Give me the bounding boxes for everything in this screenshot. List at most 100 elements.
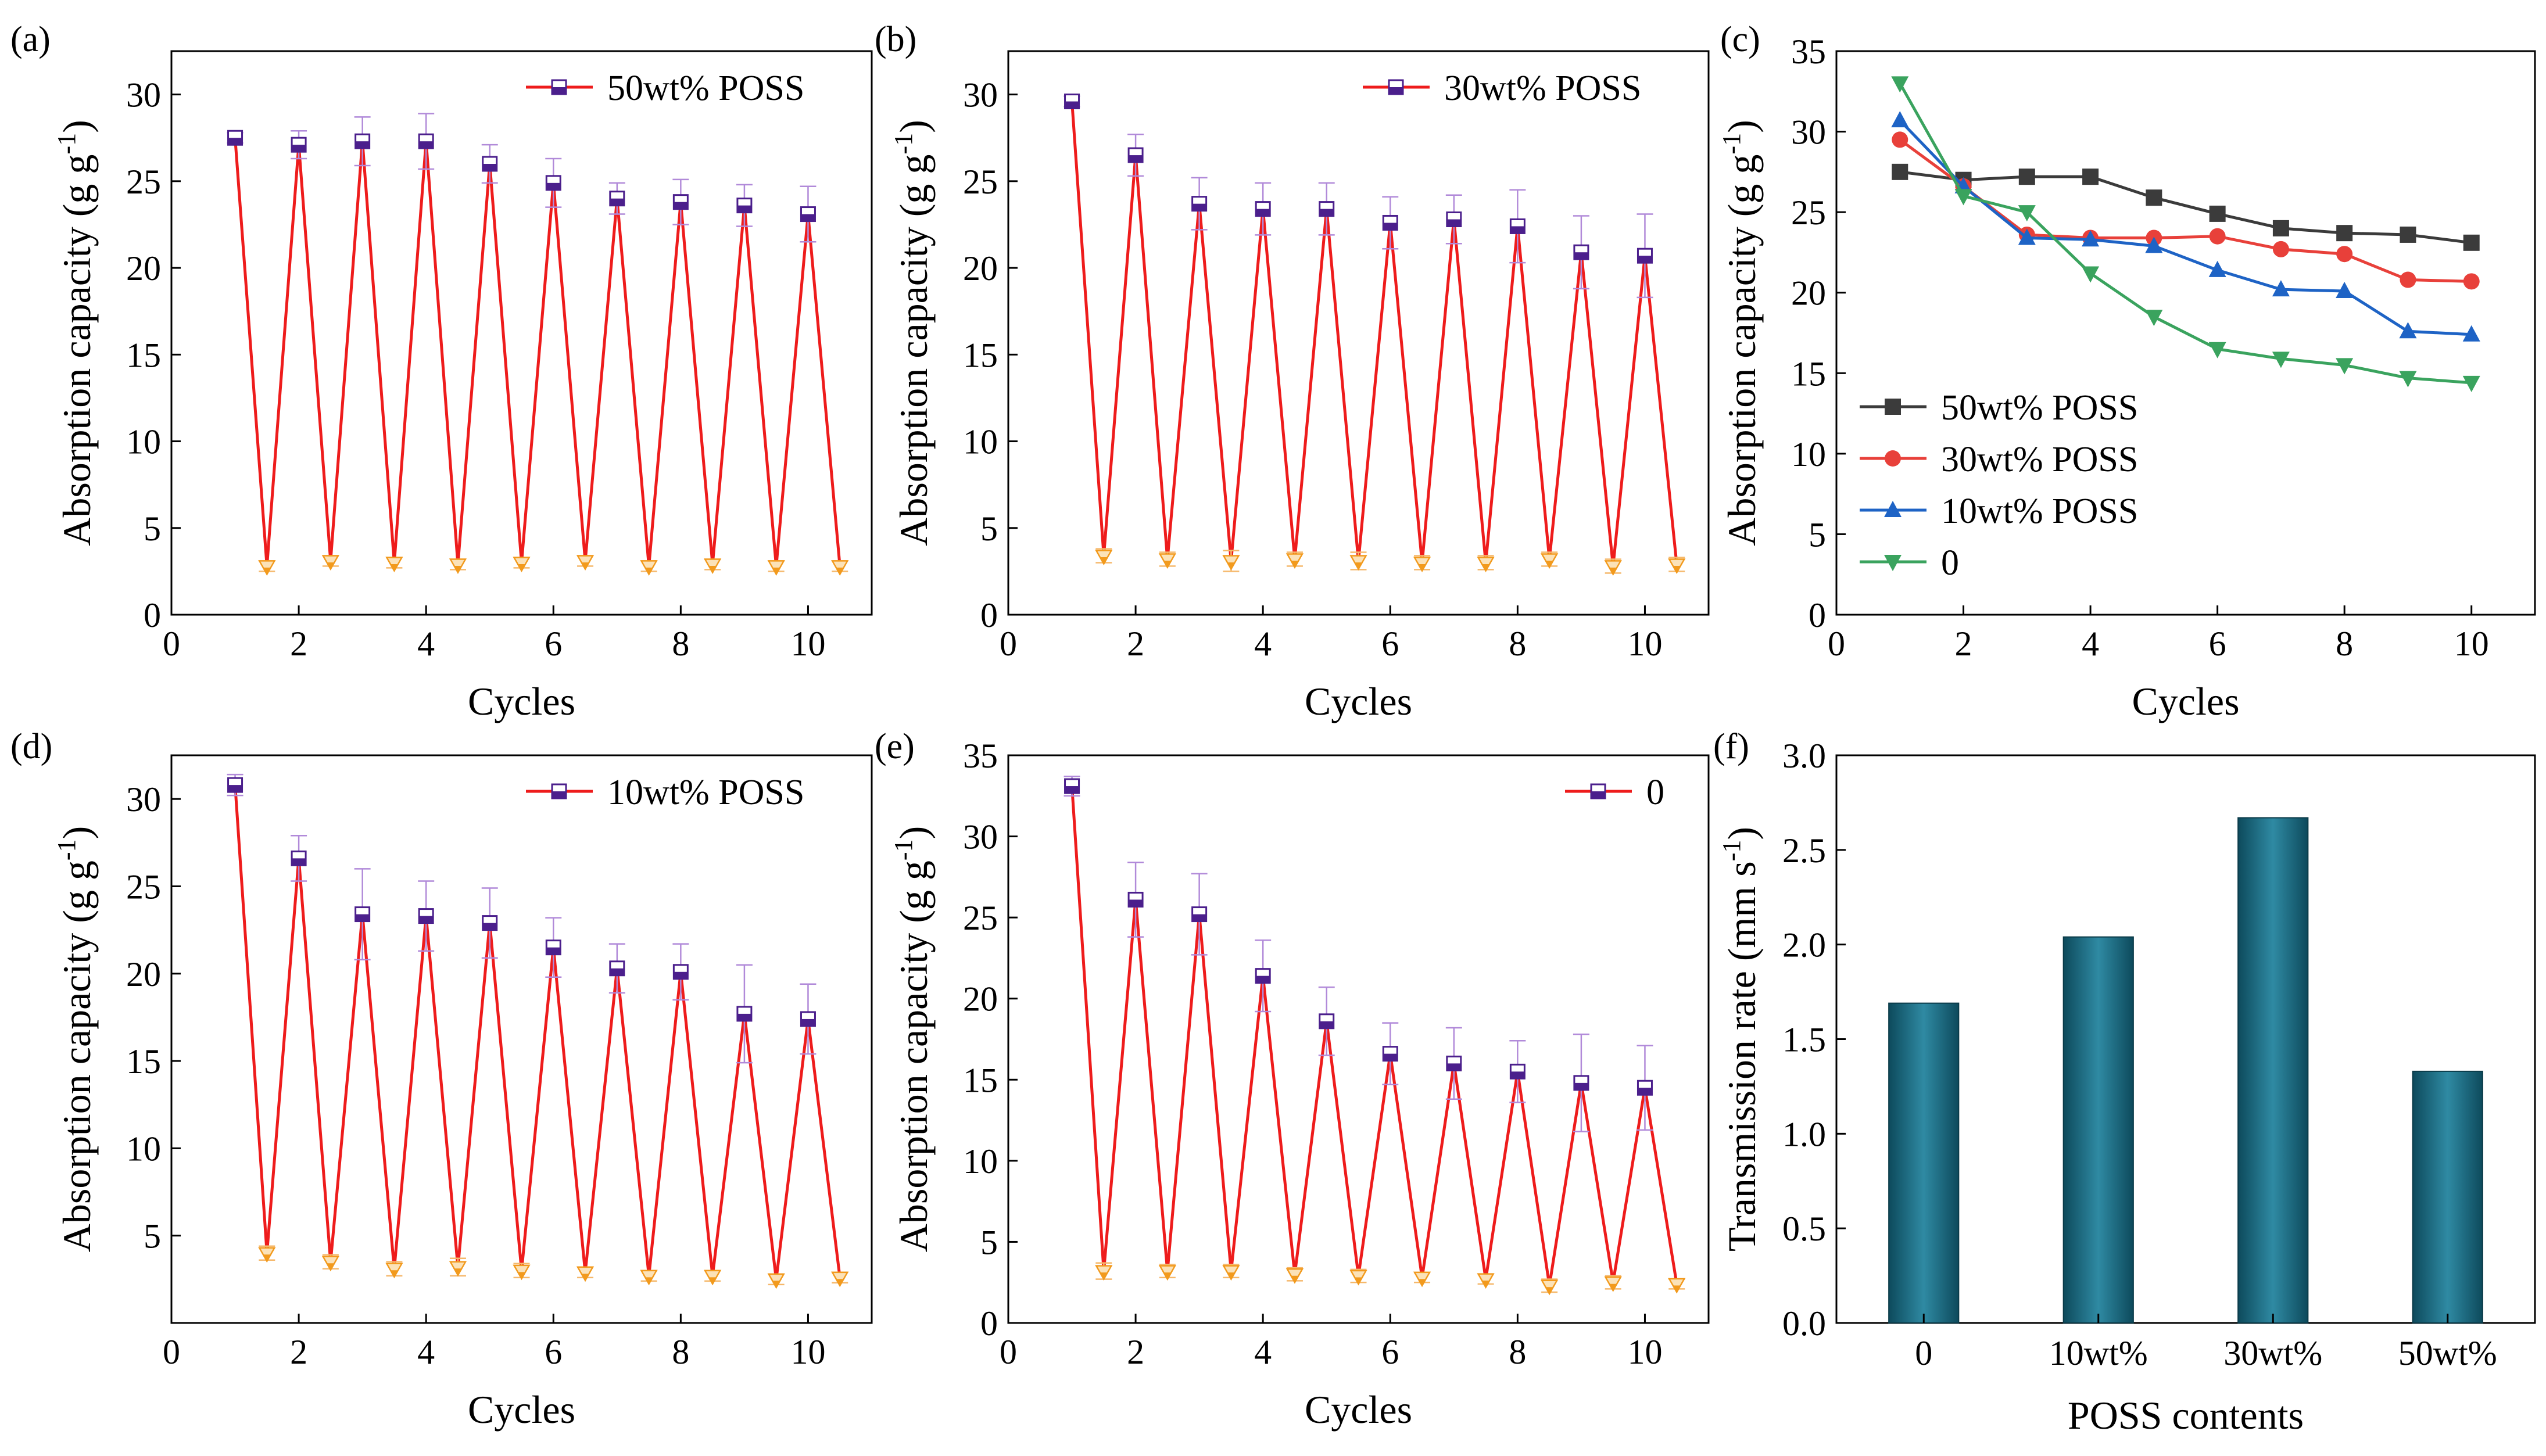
peak-marker: [609, 960, 625, 977]
peak-marker: [1127, 891, 1144, 908]
data-point: [2018, 228, 2036, 245]
y-tick-label: 5: [980, 510, 998, 548]
trough-marker: [1222, 555, 1240, 571]
peak-marker: [736, 1006, 753, 1022]
trough-marker: [1349, 1269, 1367, 1286]
y-tick-label: 20: [963, 249, 998, 288]
legend-marker: [1590, 783, 1606, 799]
peak-marker: [291, 137, 307, 153]
x-tick-label: 0: [1000, 1333, 1017, 1371]
series-line: [1899, 170, 2472, 245]
peak-marker: [1446, 211, 1462, 228]
y-tick-label: 5: [144, 1217, 161, 1256]
trough-marker: [1540, 553, 1559, 569]
peak-marker: [1127, 147, 1144, 163]
x-tick-label: 0: [1000, 625, 1017, 663]
peak-marker: [1573, 1075, 1589, 1091]
panel-b: (b) 0 5 10 15 20 25 30 0 2 4 6 8 10 Cycles Absorption c…: [875, 20, 1710, 723]
legend-label: 50wt% POSS: [607, 69, 804, 108]
peak-marker: [1191, 196, 1208, 212]
trough-marker: [1477, 1273, 1495, 1289]
peak-marker: [1255, 968, 1271, 984]
trough-marker: [258, 1247, 276, 1263]
plot-frame: [1007, 50, 1710, 616]
x-tick-label: 10: [790, 625, 825, 663]
y-tick-label: 10: [126, 423, 161, 461]
trough-marker: [1604, 1276, 1622, 1292]
y-tick-label: 10: [1791, 435, 1826, 474]
plot-frame: [1007, 754, 1710, 1324]
trough-marker: [258, 560, 276, 576]
y-tick-label: 2.0: [1782, 926, 1826, 964]
panel-label: (a): [10, 20, 51, 59]
peak-marker: [800, 1011, 816, 1027]
peak-marker: [672, 194, 689, 210]
panel-label: (d): [10, 727, 52, 766]
y-tick-label: 15: [1791, 354, 1826, 393]
peak-marker: [736, 198, 753, 214]
peak-marker: [1509, 218, 1526, 234]
y-tick-label: 3.0: [1782, 737, 1826, 775]
trough-marker: [513, 557, 531, 573]
trough-marker: [1604, 560, 1622, 576]
data-point: [1892, 131, 1908, 148]
x-tick-label: 6: [1381, 625, 1399, 663]
panel-c: (c) 0 5 10 15 20 25 30 35 0 2 4 6 8 10 Cycles Absorption…: [1717, 20, 2536, 723]
y-tick-label: 0: [1809, 596, 1826, 634]
series-line: [1899, 119, 2472, 336]
data-point: [2272, 352, 2290, 368]
data-point: [2400, 271, 2416, 288]
x-tick-label: 2: [1955, 625, 1972, 663]
legend-label: 30wt% POSS: [1444, 69, 1641, 108]
trough-marker: [640, 560, 658, 576]
cycle-line: [234, 138, 841, 566]
y-tick-label: 30: [126, 76, 161, 114]
y-axis-label: Absorption capacity (g g-1): [889, 826, 936, 1252]
peak-marker: [1382, 214, 1398, 231]
trough-marker: [513, 1264, 531, 1281]
y-tick-label: 30: [1791, 113, 1826, 152]
y-axis-label: Absorption capacity (g g-1): [52, 120, 99, 546]
trough-marker: [576, 1266, 595, 1282]
trough-marker: [1413, 557, 1431, 573]
trough-marker: [576, 555, 595, 571]
x-tick-label: 4: [2082, 625, 2099, 663]
y-tick-label: 15: [126, 1042, 161, 1081]
data-point: [1954, 189, 1972, 206]
peak-marker: [1573, 244, 1589, 260]
trough-marker: [831, 1271, 849, 1288]
x-axis-label: Cycles: [1305, 1387, 1412, 1432]
y-tick-label: 0.5: [1782, 1210, 1826, 1248]
data-point: [2082, 230, 2100, 247]
trough-marker: [640, 1269, 658, 1286]
y-axis-label: Absorption capacity (g g-1): [52, 826, 99, 1252]
legend-label: 10wt% POSS: [607, 773, 804, 812]
panel-e: (e) 0 5 10 15 20 25 30 35 0 2 4 6 8 10 Cycles Absorption…: [875, 727, 1710, 1432]
trough-marker: [767, 560, 785, 576]
data-point: [2018, 168, 2035, 185]
data-point: [2463, 273, 2480, 290]
data-point: [2208, 260, 2226, 277]
peak-marker: [227, 130, 244, 146]
trough-marker: [1540, 1279, 1559, 1296]
trough-marker: [385, 1263, 403, 1279]
panel-label: (c): [1720, 20, 1760, 59]
y-axis-label: Absorption capacity (g g-1): [889, 120, 936, 546]
panel-label: (f): [1713, 727, 1749, 766]
y-tick-label: 25: [963, 899, 998, 937]
series-line: [1899, 83, 2472, 385]
data-point: [2146, 189, 2162, 206]
legend-label: 30wt% POSS: [1941, 440, 2138, 479]
y-tick-label: 25: [963, 163, 998, 201]
y-axis-label: Absorption capacity (g g-1): [1717, 120, 1764, 546]
trough-marker: [1413, 1271, 1431, 1288]
peak-marker: [227, 777, 244, 793]
peak-marker: [354, 133, 371, 149]
trough-marker: [1158, 553, 1177, 569]
data-point: [2399, 371, 2417, 388]
peak-marker: [609, 191, 625, 207]
plot-frame: [1835, 50, 2536, 616]
peak-marker: [1255, 201, 1271, 217]
trough-marker: [703, 1269, 722, 1286]
